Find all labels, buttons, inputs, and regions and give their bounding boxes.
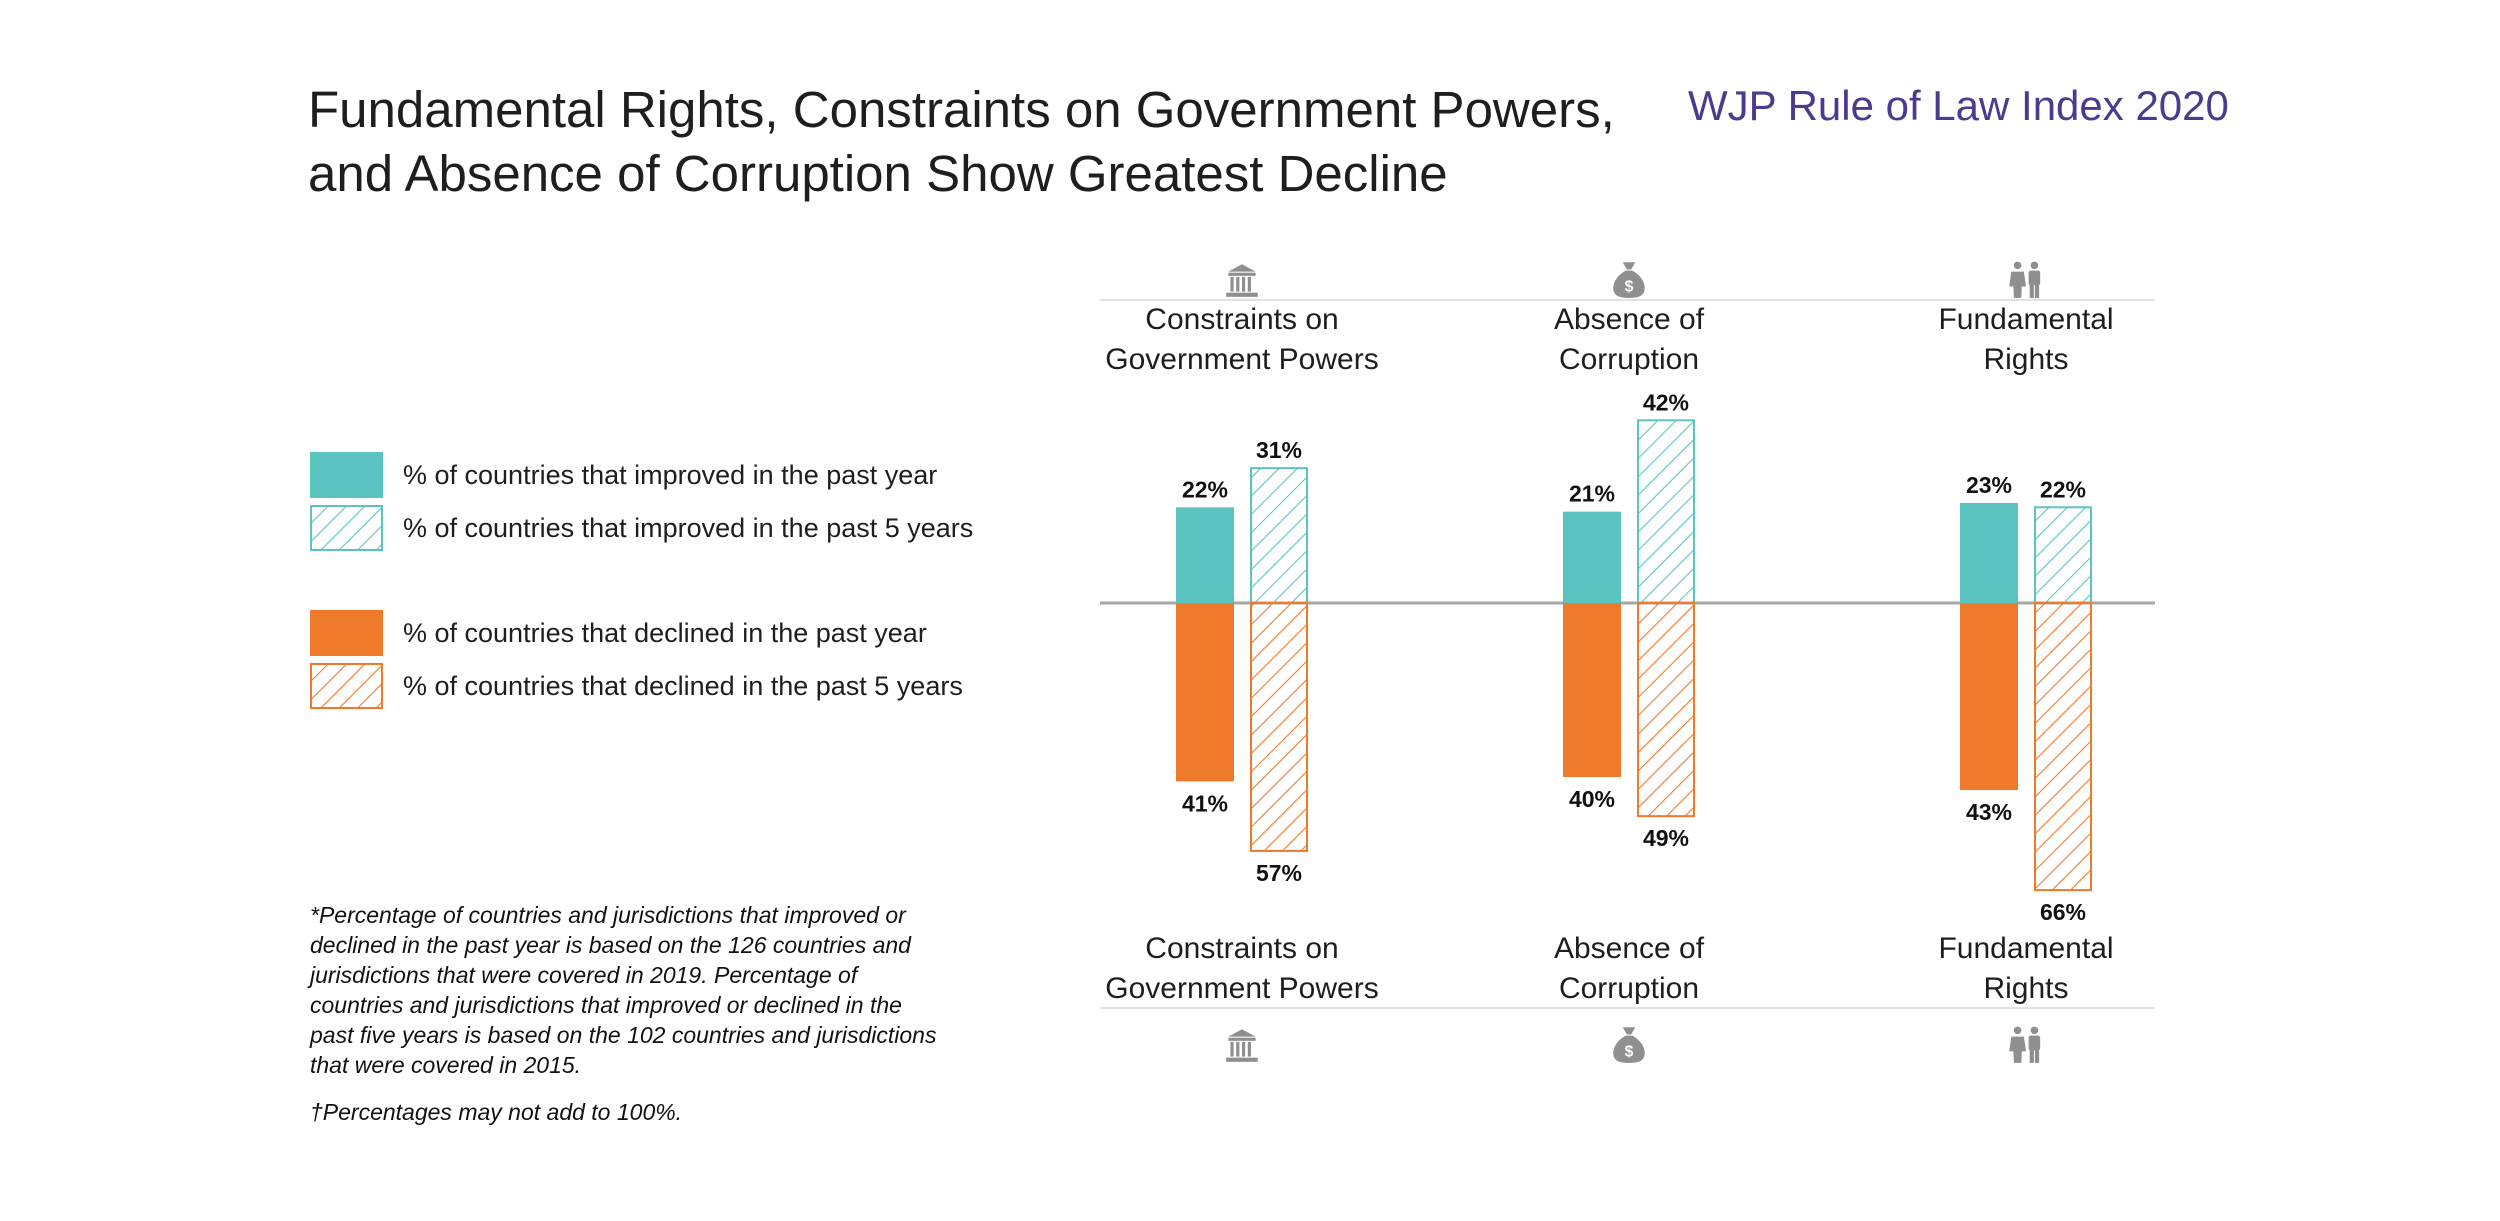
category-label-absence-of-corruption-top: Absence of Corruption (1479, 300, 1779, 380)
data-label-absence-of-corruption-improved-past-5-years: 42% (1643, 389, 1689, 415)
category-label-line-1: Fundamental (1938, 303, 2114, 336)
money-bag-icon (1613, 262, 1645, 298)
bar-fundamental-rights-declined-past-5-years (2034, 602, 2092, 892)
category-label-line-1: Constraints on (1145, 932, 1339, 965)
legend-label-improved-past-year: % of countries that improved in the past… (403, 459, 938, 490)
category-label-line-1: Absence of (1553, 932, 1705, 965)
legend-item-improved-past-5-years: % of countries that improved in the past… (310, 505, 973, 551)
legend-label-declined-past-5-years: % of countries that declined in the past… (403, 670, 963, 701)
legend-swatch-declined-past-year (310, 610, 383, 656)
bar-absence-of-corruption-improved-past-year (1563, 511, 1621, 603)
bar-fundamental-rights-declined-past-year (1960, 603, 2018, 791)
data-label-constraints-on-government-powers-improved-past-year: 22% (1182, 476, 1228, 502)
data-label-constraints-on-government-powers-declined-past-year: 41% (1182, 790, 1228, 816)
data-label-fundamental-rights-improved-past-year: 23% (1966, 472, 2012, 498)
category-label-constraints-on-government-powers-bottom: Constraints on Government Powers (1092, 929, 1392, 1009)
data-label-constraints-on-government-powers-improved-past-5-years: 31% (1256, 437, 1302, 463)
category-label-absence-of-corruption-bottom: Absence of Corruption (1479, 929, 1779, 1009)
chart-marks: 22% 31% 41% 57% 21% 42% 40% 49% 23% 22% 43% 66% (1100, 261, 2155, 1063)
category-label-line-2: Government Powers (1105, 343, 1379, 376)
data-label-fundamental-rights-improved-past-5-years: 22% (2040, 476, 2086, 502)
category-label-line-2: Rights (1983, 343, 2069, 376)
legend-label-declined-past-year: % of countries that declined in the past… (403, 617, 927, 648)
data-label-fundamental-rights-declined-past-5-years: 66% (2040, 899, 2086, 925)
data-label-absence-of-corruption-declined-past-year: 40% (1569, 786, 1615, 812)
courthouse-icon (1226, 1029, 1258, 1062)
category-label-line-1: Constraints on (1145, 303, 1339, 336)
bar-absence-of-corruption-declined-past-5-years (1637, 602, 1695, 818)
legend-item-improved-past-year: % of countries that improved in the past… (310, 452, 937, 498)
category-label-line-1: Fundamental (1938, 932, 2114, 965)
chart-title: Fundamental Rights, Constraints on Gover… (308, 78, 1658, 206)
footnotes: *Percentage of countries and jurisdictio… (310, 900, 950, 1127)
category-label-line-1: Absence of (1553, 303, 1705, 336)
category-label-line-2: Corruption (1558, 343, 1700, 376)
bar-constraints-on-government-powers-improved-past-year (1176, 507, 1234, 603)
chart-title-line-1: Fundamental Rights, Constraints on Gover… (308, 81, 1615, 138)
bar-fundamental-rights-improved-past-5-years (2034, 506, 2092, 604)
legend-item-declined-past-5-years: % of countries that declined in the past… (310, 663, 963, 709)
data-label-constraints-on-government-powers-declined-past-5-years: 57% (1256, 860, 1302, 886)
category-label-line-2: Government Powers (1105, 972, 1379, 1005)
legend-swatch-declined-past-5-years (310, 663, 383, 709)
people-icon (2009, 1026, 2041, 1063)
category-label-fundamental-rights-bottom: Fundamental Rights (1876, 929, 2176, 1009)
legend-swatch-improved-past-5-years (310, 505, 383, 551)
bar-absence-of-corruption-improved-past-5-years (1637, 419, 1695, 604)
bar-absence-of-corruption-declined-past-year (1563, 603, 1621, 777)
legend-item-declined-past-year: % of countries that declined in the past… (310, 610, 927, 656)
chart-rules (1100, 299, 2155, 1009)
index-brand-label: WJP Rule of Law Index 2020 (1688, 82, 2229, 129)
data-label-absence-of-corruption-improved-past-year: 21% (1569, 481, 1615, 507)
people-icon (2009, 261, 2041, 298)
bar-constraints-on-government-powers-declined-past-5-years (1250, 602, 1308, 852)
bar-constraints-on-government-powers-declined-past-year (1176, 603, 1234, 782)
money-bag-icon (1613, 1027, 1645, 1063)
data-label-fundamental-rights-declined-past-year: 43% (1966, 799, 2012, 825)
bar-fundamental-rights-improved-past-year (1960, 502, 2018, 603)
legend-label-improved-past-5-years: % of countries that improved in the past… (403, 512, 974, 543)
category-label-line-2: Corruption (1558, 972, 1700, 1005)
category-label-line-2: Rights (1983, 972, 2069, 1005)
legend-swatch-improved-past-year (310, 452, 383, 498)
category-label-constraints-on-government-powers-top: Constraints on Government Powers (1092, 300, 1392, 380)
chart-title-line-2: and Absence of Corruption Show Greatest … (308, 145, 1448, 202)
footnote-coverage: *Percentage of countries and jurisdictio… (310, 902, 937, 1078)
footnote-rounding: †Percentages may not add to 100%. (310, 1099, 683, 1125)
bar-constraints-on-government-powers-improved-past-5-years (1250, 467, 1308, 604)
courthouse-icon (1226, 264, 1258, 297)
category-label-fundamental-rights-top: Fundamental Rights (1876, 300, 2176, 380)
data-label-absence-of-corruption-declined-past-5-years: 49% (1643, 825, 1689, 851)
